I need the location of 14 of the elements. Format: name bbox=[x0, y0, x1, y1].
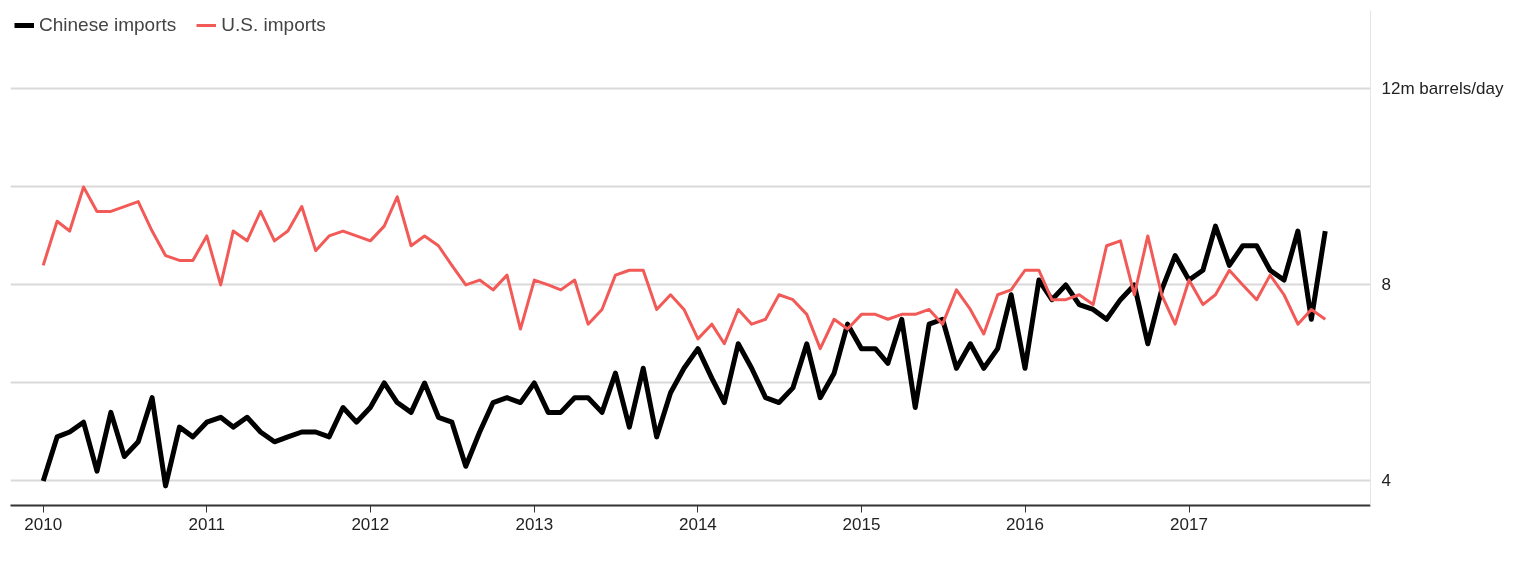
legend-label: U.S. imports bbox=[221, 14, 326, 36]
y-tick-label: 4 bbox=[1381, 471, 1391, 491]
y-tick-label: 12m barrels/day bbox=[1381, 79, 1504, 99]
legend-label: Chinese imports bbox=[39, 14, 177, 36]
x-tick-label: 2012 bbox=[351, 514, 390, 534]
line-series bbox=[41, 185, 1327, 351]
x-tick-label: 2011 bbox=[188, 514, 226, 534]
x-tick-label: 2016 bbox=[1006, 514, 1044, 534]
x-tick-label: 2017 bbox=[1170, 514, 1208, 534]
x-tick-label: 2013 bbox=[515, 514, 554, 534]
x-tick-label: 2015 bbox=[842, 514, 881, 534]
x-tick-label: 2014 bbox=[678, 514, 717, 534]
y-tick-label: 8 bbox=[1381, 275, 1391, 295]
x-tick-label: 2010 bbox=[24, 514, 63, 534]
